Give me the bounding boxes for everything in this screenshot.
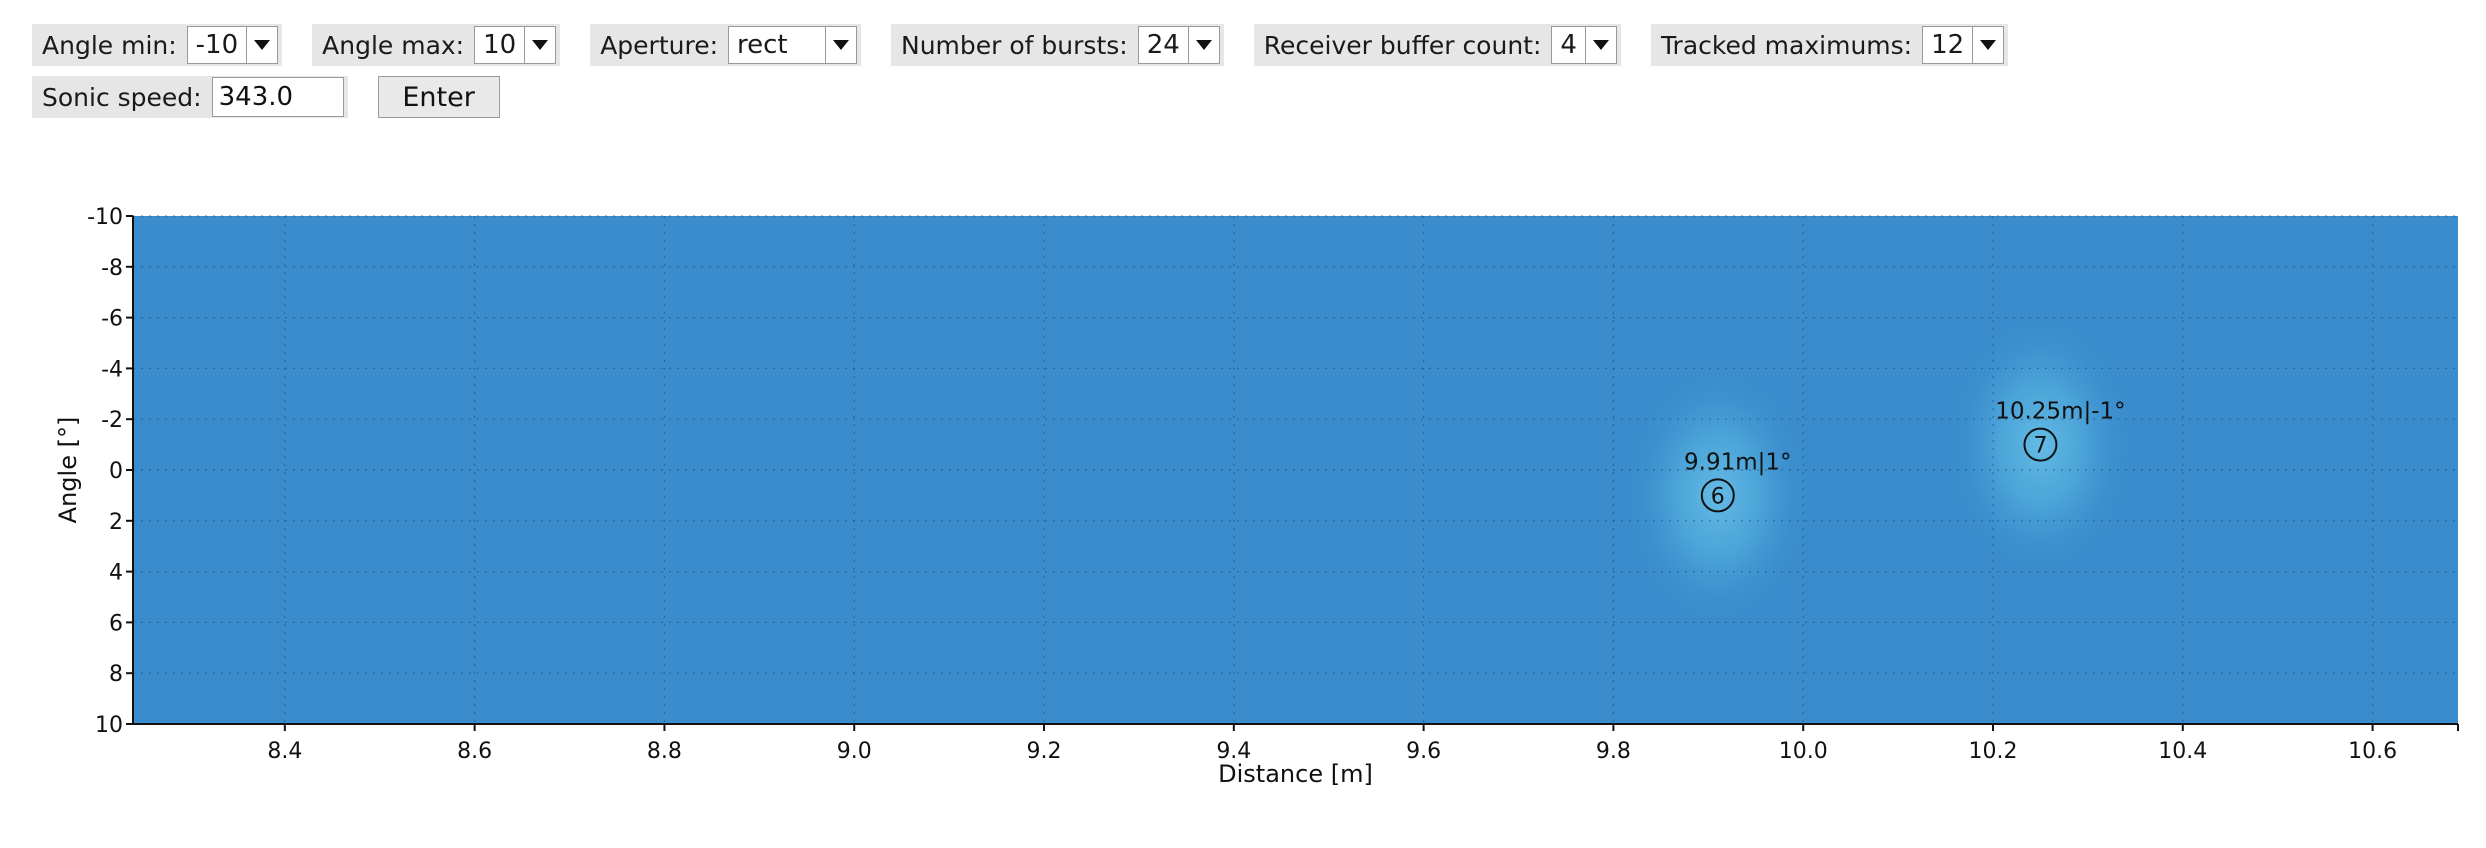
- maximums-value: 12: [1931, 30, 1965, 60]
- y-tick-label: 0: [109, 459, 123, 484]
- x-tick-label: 8.6: [457, 739, 492, 764]
- angle-min-select[interactable]: -10: [186, 26, 279, 64]
- y-tick-label: 4: [109, 561, 123, 586]
- y-tick-label: 2: [109, 510, 123, 535]
- aperture-select[interactable]: rect: [728, 26, 858, 64]
- maximums-select[interactable]: 12: [1922, 26, 2005, 64]
- y-tick-label: -6: [101, 307, 123, 332]
- x-tick-label: 9.6: [1406, 739, 1441, 764]
- maximum-label: 9.91m|1°: [1684, 449, 1792, 475]
- bursts-select[interactable]: 24: [1137, 26, 1220, 64]
- bursts-value: 24: [1146, 30, 1180, 60]
- sonic-speed-input[interactable]: [211, 77, 344, 117]
- maximum-id: 6: [1711, 484, 1725, 509]
- angle-max-label: Angle max:: [322, 30, 465, 60]
- x-tick-label: 10.4: [2158, 739, 2207, 764]
- y-tick-label: -10: [87, 205, 123, 230]
- x-tick-label: 9.0: [837, 739, 872, 764]
- x-tick-label: 9.8: [1596, 739, 1631, 764]
- angle-min-label: Angle min:: [42, 30, 177, 60]
- x-tick-label: 8.8: [647, 739, 682, 764]
- buffer-select[interactable]: 4: [1551, 26, 1617, 64]
- sonic-speed-label: Sonic speed:: [42, 82, 202, 112]
- x-tick-label: 10.6: [2348, 739, 2397, 764]
- x-tick-label: 9.4: [1216, 739, 1251, 764]
- y-tick-label: -4: [101, 357, 123, 382]
- angle-max-value: 10: [483, 30, 517, 60]
- angle-min-value: -10: [195, 30, 239, 60]
- bursts-control: Number of bursts: 24: [891, 24, 1224, 66]
- chevron-down-icon[interactable]: [1972, 27, 2003, 63]
- maximum-id: 7: [2033, 434, 2047, 459]
- maximum-glow: [1622, 360, 1813, 631]
- angle-max-control: Angle max: 10: [312, 24, 561, 66]
- y-tick-label: 6: [109, 611, 123, 636]
- x-tick-label: 9.2: [1027, 739, 1062, 764]
- angle-min-control: Angle min: -10: [32, 24, 283, 66]
- enter-button[interactable]: Enter: [377, 76, 500, 118]
- x-tick-label: 10.2: [1969, 739, 2018, 764]
- chevron-down-icon[interactable]: [1187, 27, 1219, 63]
- aperture-value: rect: [737, 30, 788, 60]
- y-tick-label: 10: [95, 713, 123, 738]
- chevron-down-icon[interactable]: [246, 27, 277, 63]
- maximum-marker: [1700, 478, 1735, 513]
- x-axis-label: Distance [m]: [1218, 760, 1373, 788]
- sonic-speed-control: Sonic speed:: [32, 76, 348, 118]
- aperture-control: Aperture: rect: [590, 24, 862, 66]
- maximum-marker: [2023, 427, 2058, 462]
- maximums-control: Tracked maximums: 12: [1650, 24, 2009, 66]
- toolbar-row-2: Sonic speed: Enter: [32, 76, 500, 118]
- buffer-control: Receiver buffer count: 4: [1253, 24, 1621, 66]
- buffer-value: 4: [1560, 30, 1577, 60]
- x-tick-label: 10.0: [1779, 739, 1828, 764]
- chevron-down-icon[interactable]: [1584, 27, 1616, 63]
- maximums-label: Tracked maximums:: [1660, 30, 1913, 60]
- y-tick-label: 8: [109, 662, 123, 687]
- chevron-down-icon[interactable]: [524, 27, 555, 63]
- x-tick-label: 8.4: [267, 739, 302, 764]
- y-axis-label: Angle [°]: [54, 417, 82, 524]
- chevron-down-icon[interactable]: [825, 27, 856, 63]
- bursts-label: Number of bursts:: [901, 30, 1128, 60]
- toolbar-row-1: Angle min: -10 Angle max: 10 Aperture: r…: [32, 24, 2038, 66]
- maximum-label: 10.25m|-1°: [1995, 399, 2125, 425]
- y-tick-label: -2: [101, 408, 123, 433]
- y-tick-label: -8: [101, 256, 123, 281]
- aperture-label: Aperture:: [600, 30, 719, 60]
- buffer-label: Receiver buffer count:: [1263, 30, 1542, 60]
- angle-max-select[interactable]: 10: [474, 26, 557, 64]
